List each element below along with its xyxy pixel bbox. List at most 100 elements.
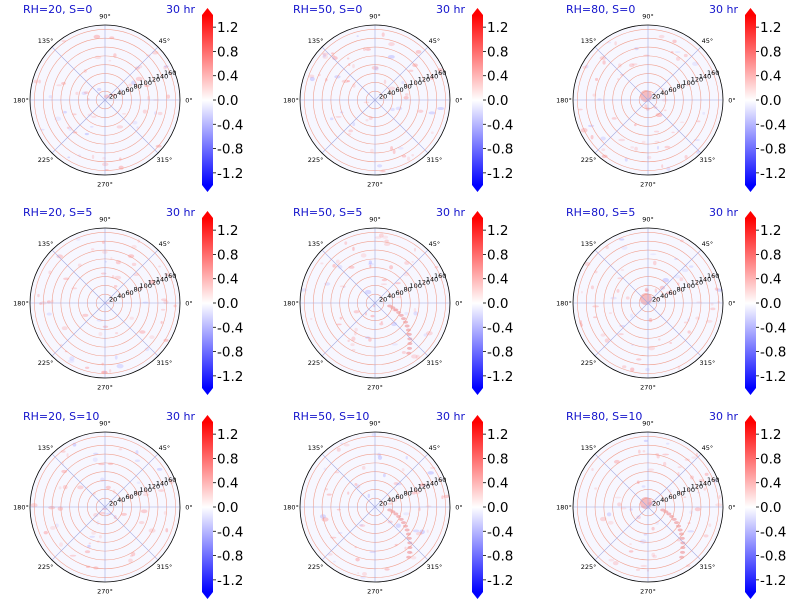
anomaly-speckle xyxy=(624,157,628,162)
colorbar-tick-label: 1.2 xyxy=(760,427,781,443)
colorbar xyxy=(202,218,213,388)
anomaly-speckle xyxy=(427,471,434,475)
colorbar-extend-min xyxy=(472,388,483,395)
colorbar-extend-max xyxy=(472,415,483,422)
r-tick-label: 60 xyxy=(668,86,676,94)
colorbar-extend-min xyxy=(745,185,756,192)
colorbar-extend-max xyxy=(745,211,756,218)
theta-tick-label: 135° xyxy=(38,37,54,45)
anomaly-band xyxy=(407,550,413,554)
theta-tick-label: 45° xyxy=(159,37,171,45)
angle-spoke xyxy=(647,453,702,508)
anomaly-speckle xyxy=(594,487,598,490)
angle-spoke xyxy=(647,302,702,357)
anomaly-speckle xyxy=(156,467,163,471)
anomaly-speckle xyxy=(710,302,714,306)
theta-tick-label: 45° xyxy=(429,37,441,45)
r-tick-label: 20 xyxy=(109,93,117,101)
anomaly-speckle xyxy=(308,74,315,78)
anomaly-speckle xyxy=(651,526,655,531)
anomaly-speckle xyxy=(643,439,648,442)
anomaly-speckle xyxy=(332,264,336,268)
colorbar xyxy=(472,218,483,388)
anomaly-speckle xyxy=(425,505,432,508)
anomaly-speckle xyxy=(129,316,134,320)
theta-tick-label: 135° xyxy=(581,240,597,248)
polar-boundary xyxy=(572,24,724,176)
anomaly-speckle xyxy=(100,477,105,483)
anomaly-speckle xyxy=(702,111,706,115)
polar-boundary xyxy=(572,431,724,583)
anomaly-speckle xyxy=(591,467,594,472)
theta-tick-label: 135° xyxy=(308,444,324,452)
anomaly-speckle xyxy=(646,155,652,160)
anomaly-speckle xyxy=(654,140,660,143)
anomaly-speckle xyxy=(89,535,96,538)
r-tick-label: 40 xyxy=(117,292,125,300)
anomaly-speckle xyxy=(69,554,77,557)
theta-tick-label: 315° xyxy=(427,563,443,571)
r-tick-label: 80 xyxy=(676,489,684,497)
anomaly-speckle xyxy=(357,572,360,575)
anomaly-speckle xyxy=(77,485,84,490)
anomaly-speckle xyxy=(677,466,682,469)
colorbar-extend-max xyxy=(202,8,213,15)
angle-spoke xyxy=(594,506,649,561)
anomaly-speckle xyxy=(602,60,606,65)
panel-time-label: 30 hr xyxy=(166,3,195,16)
colorbar-tick-label: -0.8 xyxy=(487,142,513,158)
colorbar-tick-label: 0.4 xyxy=(217,272,238,288)
anomaly-speckle xyxy=(340,442,344,445)
colorbar-tick-label: -1.2 xyxy=(217,573,243,589)
theta-tick-label: 180° xyxy=(13,300,29,308)
anomaly-speckle xyxy=(630,313,634,319)
colorbar-tick-label: 0.0 xyxy=(487,93,508,109)
anomaly-speckle xyxy=(683,496,687,498)
colorbar-extend-max xyxy=(472,211,483,218)
anomaly-speckle xyxy=(620,507,627,510)
polar-panel: RH=80, S=10 30 hr 0° 45° 90° 135° 180° 225° 270°… xyxy=(543,407,799,611)
r-tick-label: 160 xyxy=(707,272,719,280)
theta-tick-label: 90° xyxy=(99,216,111,224)
anomaly-speckle xyxy=(611,117,617,120)
anomaly-speckle xyxy=(131,80,137,86)
anomaly-speckle xyxy=(666,442,670,445)
r-tick-label: 100 xyxy=(683,282,695,290)
colorbar-tick-label: -0.4 xyxy=(760,524,786,540)
panel-time-label: 30 hr xyxy=(709,206,738,219)
r-tick-label: 140 xyxy=(699,72,711,80)
anomaly-speckle xyxy=(66,453,69,458)
anomaly-speckle xyxy=(48,505,56,510)
anomaly-speckle xyxy=(346,80,350,83)
anomaly-speckle xyxy=(412,529,420,533)
anomaly-speckle xyxy=(415,49,422,54)
angle-spoke xyxy=(51,249,106,304)
anomaly-band xyxy=(396,514,402,518)
anomaly-speckle xyxy=(54,116,62,122)
theta-tick-label: 270° xyxy=(367,588,383,596)
angle-spoke xyxy=(374,249,429,304)
anomaly-speckle xyxy=(39,302,42,305)
theta-tick-label: 270° xyxy=(367,181,383,189)
anomaly-speckle xyxy=(392,308,398,312)
anomaly-speckle xyxy=(333,560,336,563)
colorbar xyxy=(202,15,213,185)
angle-spoke xyxy=(104,453,159,508)
theta-tick-label: 180° xyxy=(13,504,29,512)
anomaly-band xyxy=(677,528,683,532)
anomaly-speckle xyxy=(651,552,656,557)
anomaly-speckle xyxy=(101,370,108,373)
anomaly-speckle xyxy=(102,325,109,328)
panel-time-label: 30 hr xyxy=(709,410,738,423)
angle-spoke xyxy=(374,302,429,357)
theta-tick-label: 45° xyxy=(702,444,714,452)
anomaly-speckle xyxy=(161,298,167,301)
anomaly-speckle xyxy=(379,170,386,173)
anomaly-speckle xyxy=(689,510,694,515)
anomaly-speckle xyxy=(354,331,357,336)
anomaly-speckle xyxy=(369,264,372,269)
colorbar-tick-label: -0.4 xyxy=(487,524,513,540)
anomaly-speckle xyxy=(365,48,372,51)
anomaly-speckle xyxy=(50,525,56,530)
